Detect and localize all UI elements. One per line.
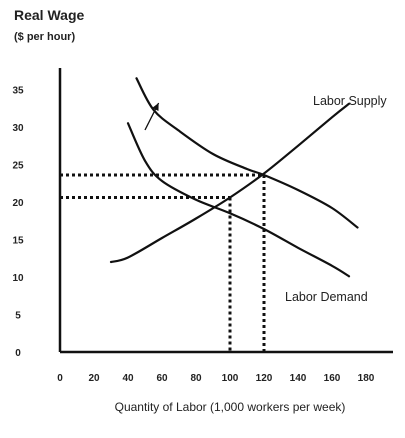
x-tick-label: 0 [57,373,63,384]
x-tick-label: 120 [256,373,273,384]
curves [109,77,359,278]
y-tick-label: 10 [12,273,24,284]
shift-arrow-head [152,103,159,111]
labor-demand-label: Labor Demand [285,290,368,304]
x-tick-label: 140 [290,373,307,384]
y-axis-title: Real Wage [14,7,84,23]
y-tick-label: 0 [15,348,21,359]
x-tick-label: 100 [222,373,239,384]
x-tick-label: 60 [156,373,168,384]
labor-demand-curve [126,122,351,278]
labor-supply-label: Labor Supply [313,94,387,108]
y-tick-label: 15 [12,236,24,247]
labor-demand-shifted-curve [135,77,359,229]
x-tick-label: 80 [190,373,202,384]
labor-supply-curve [109,102,351,264]
y-tick-label: 5 [15,311,21,322]
tick-labels: 0 20 40 60 80 100 120 140 160 180 0 5 10 15 20 25 30 35 [12,86,374,385]
x-tick-label: 160 [324,373,341,384]
x-axis-title: Quantity of Labor (1,000 workers per wee… [115,400,346,414]
y-axis-unit: ($ per hour) [14,31,75,43]
y-tick-label: 25 [12,161,24,172]
axes [58,68,393,354]
y-tick-label: 35 [12,86,24,97]
x-tick-label: 40 [122,373,134,384]
y-tick-label: 20 [12,198,24,209]
y-tick-label: 30 [12,123,24,134]
equilibrium-guides [60,173,266,352]
x-tick-label: 20 [88,373,100,384]
x-tick-label: 180 [358,373,375,384]
